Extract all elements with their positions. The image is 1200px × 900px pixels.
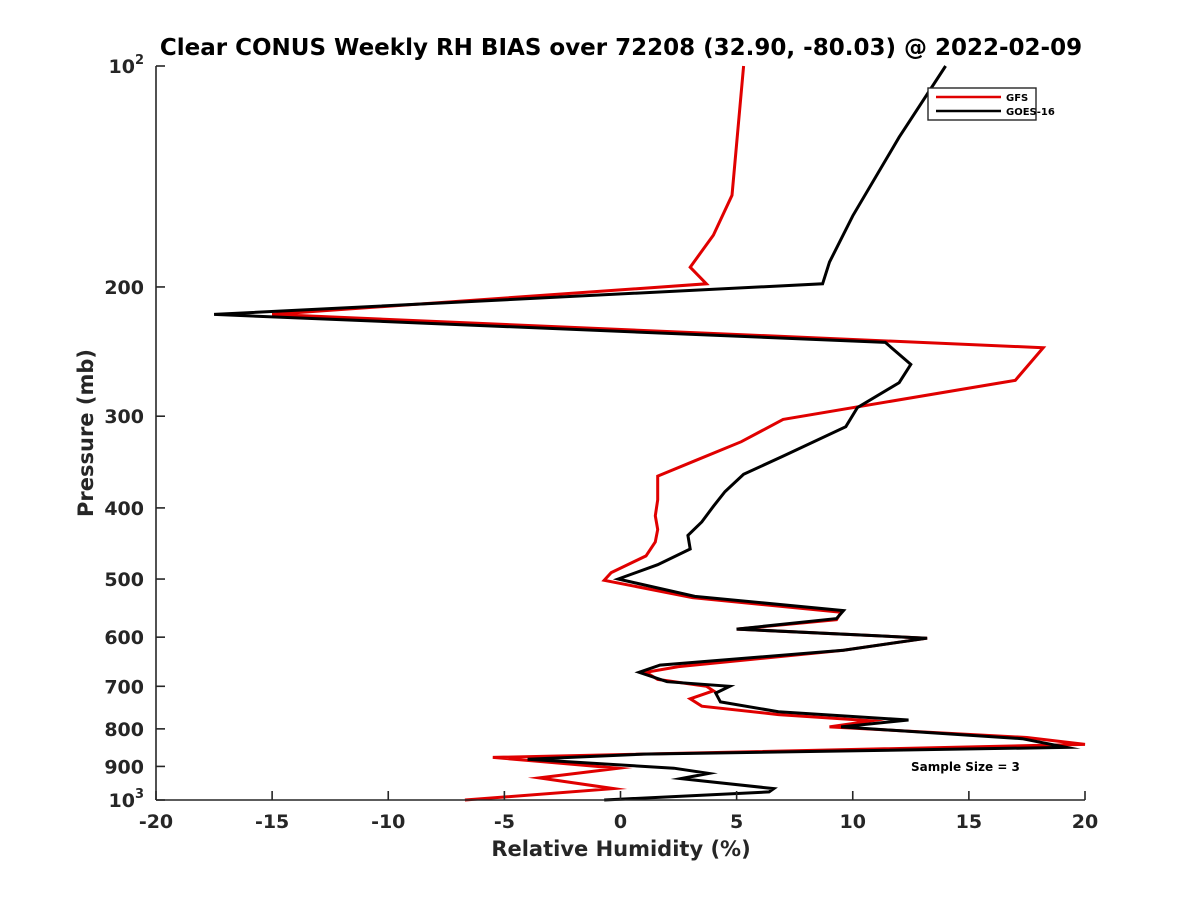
y-tick-label: 400 — [104, 498, 144, 520]
x-tick-label: 20 — [1072, 811, 1098, 833]
series-line-goes-16 — [214, 65, 1081, 802]
x-tick-label: 0 — [614, 811, 627, 833]
y-tick-label: 200 — [104, 277, 144, 299]
x-tick-label: 5 — [730, 811, 743, 833]
x-tick-label: 15 — [956, 811, 982, 833]
sample-size-annotation: Sample Size = 3 — [911, 760, 1020, 774]
y-tick-label: 900 — [104, 756, 144, 778]
x-tick-label: 10 — [840, 811, 866, 833]
plot-area — [156, 66, 1085, 800]
legend-label: GOES-16 — [1006, 107, 1055, 118]
legend: GFS GOES-16 — [927, 87, 1055, 121]
legend-box — [927, 87, 1037, 121]
chart-title: Clear CONUS Weekly RH BIAS over 72208 (3… — [160, 35, 1082, 61]
y-tick-label: 103 — [109, 787, 145, 812]
x-tick-label: -15 — [255, 811, 289, 833]
y-axis-title: Pressure (mb) — [74, 349, 98, 517]
x-tick-label: -5 — [494, 811, 515, 833]
y-tick-label: 102 — [109, 53, 145, 78]
legend-label: GFS — [1006, 93, 1028, 104]
x-tick-label: -20 — [139, 811, 173, 833]
y-tick-label: 800 — [104, 719, 144, 741]
y-tick-label: 600 — [104, 627, 144, 649]
x-axis-title: Relative Humidity (%) — [491, 837, 750, 861]
y-tick-label: 300 — [104, 406, 144, 428]
plot-background — [156, 66, 1085, 800]
x-tick-label: -10 — [371, 811, 405, 833]
series-layer — [214, 65, 1086, 802]
axes-layer: -20 -15 -10 -5 0 5 10 15 20 102 200 300 400 500 600 700… — [104, 53, 1098, 833]
y-tick-label: 700 — [104, 676, 144, 698]
y-tick-label: 500 — [104, 569, 144, 591]
